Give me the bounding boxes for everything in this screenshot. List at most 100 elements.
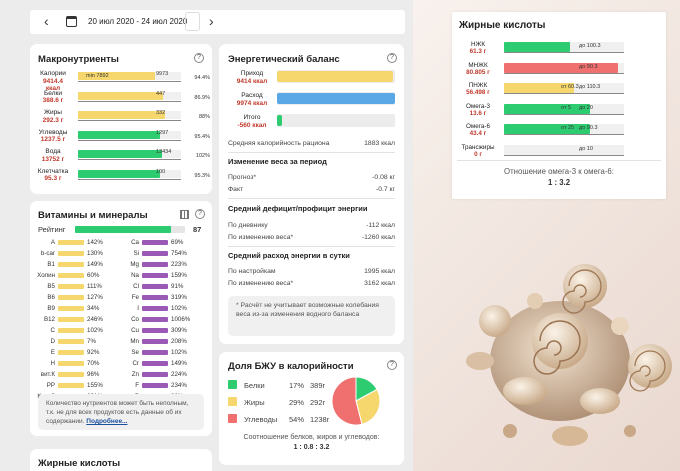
fatty-name: ПНЖК [468,82,488,89]
avg-value: 1883 ккал [364,140,395,147]
vitamins-note-link[interactable]: Подробнее... [86,418,128,425]
energy-bar [277,115,282,126]
bju-help-icon[interactable]: ? [387,360,397,370]
vitamin-item: H 70% [51,360,100,368]
bju-legend-swatch [228,414,237,423]
vitamin-name: Холин [37,272,55,279]
macro-percent: 94.4% [194,75,210,81]
energy-label: Приход 9414 ккал [227,70,277,85]
vitamin-name: F [135,382,139,389]
macro-bar [78,130,161,139]
fatty-name: Омега-6 [466,123,490,130]
vitamin-item: PP 155% [47,382,103,390]
vitamin-item: Zn 224% [132,371,187,379]
fatty-target: до 110.3 [579,84,601,90]
omega-ratio-value: 1 : 3.2 [547,178,571,187]
fatty-label: МНЖК 80.805 г [454,62,502,76]
vitamin-bar [142,294,168,300]
vitamin-bar [142,239,168,245]
fatty-bar [504,83,574,93]
fatty-baseline [504,72,624,74]
macro-card: Макронутриенты ? Калории 9414.4 ккал min 78… [30,44,212,194]
vitamin-name: Zn [131,371,139,378]
vitamin-item: A 142% [51,239,103,247]
fatty-label: Омега-6 43.4 г [454,123,502,137]
macro-name: Углеводы [38,128,68,136]
vitamin-percent: 142% [87,239,103,246]
app-panel: ‹ 20 июл 2020 - 24 июл 2020 › Макронутри… [0,0,413,471]
energy-bar [277,71,393,82]
fatty-value: 43.4 г [469,130,487,137]
macro-baseline [78,159,181,160]
macro-label: Вода 13752 г [30,148,76,163]
macro-title: Макронутриенты [38,54,119,65]
vitamin-bar [58,305,84,311]
macro-value: 95.3 г [44,175,62,182]
vitamin-name: Mn [130,338,139,345]
vitamin-bar [142,382,168,388]
date-range-label[interactable]: 20 июл 2020 - 24 июл 2020 [88,17,188,26]
next-period-button[interactable]: › [209,13,214,29]
vitamin-percent: 111% [87,283,102,290]
bju-legend-name: Жиры [244,398,265,407]
energy-bar-name: Итого [243,114,261,121]
macro-label: Жиры 292.3 г [30,109,76,124]
vitamin-item: B5 111% [47,283,102,291]
bju-legend-percent: 29% [289,398,305,407]
energy-help-icon[interactable]: ? [387,53,397,63]
bju-legend-grams: 292г [310,398,326,407]
macro-target: 9973 [156,71,169,77]
macro-percent: 88% [198,114,210,120]
vitamin-item: Se 102% [131,349,186,357]
vitamin-percent: 92% [87,349,100,356]
energy-bar-name: Расход [241,92,263,99]
macro-value: 292.3 г [42,116,64,124]
macro-help-icon[interactable]: ? [194,53,204,63]
macro-value: 9414.4 [43,77,63,85]
vitamin-percent: 102% [171,305,187,312]
fatty-card: Жирные кислоты НЖК 61.3 г до 100.3 МНЖК 80.8… [452,12,666,199]
energy-bar-value: 9974 ккал [236,99,268,107]
energy-footnote: * Расчёт не учитывает возможные колебани… [228,296,395,336]
macro-bar [78,111,165,119]
calendar-icon[interactable] [66,16,77,27]
macro-name: Вода [45,148,61,155]
vitamin-name: A [50,239,55,246]
vitamin-bar [58,338,84,344]
omega-ratio-text: Отношение омега-3 к омега-6: [504,167,614,176]
vitamin-bar [58,239,84,245]
vitamins-title: Витамины и минералы [38,210,148,221]
macro-label: Калории 9414.4 ккал [30,70,76,93]
fatty-target: до 20 [579,104,593,111]
vitamin-item: Si 754% [133,250,186,258]
vitamin-name: H [50,360,55,367]
vitamin-bar [142,283,168,289]
fatty-track [504,144,624,155]
vitamin-name: D [50,338,55,345]
fatty-target: до 100.3 [579,43,601,49]
settings-label: По настройкам [228,268,276,275]
bju-ratio-value: 1 : 0.8 : 3.2 [293,444,330,451]
energy-label: Итого -560 ккал [227,114,277,129]
vitamin-item: Cu 309% [131,327,187,335]
macro-value: 388.6 г [42,97,64,104]
fact-value: -0.7 кг [375,186,395,193]
table-view-icon[interactable] [180,210,189,219]
fatty-name: МНЖК [468,61,488,69]
macro-baseline [78,120,181,121]
vitamin-name: B9 [47,305,55,312]
vitamins-help-icon[interactable]: ? [195,209,205,219]
bju-legend-grams: 1238г [310,415,330,424]
vitamin-name: Ca [131,239,139,246]
bju-legend-swatch [228,397,237,406]
macro-baseline [78,139,181,141]
date-range-dropdown[interactable] [185,12,200,31]
vitamin-percent: 102% [87,327,103,334]
prev-period-button[interactable]: ‹ [44,13,49,29]
macro-name: Жиры [44,109,62,116]
vitamin-percent: 130% [87,250,103,257]
vitamin-item: F 234% [135,382,187,390]
wchg-value: -1260 ккал [361,234,395,241]
vitamin-bar [142,338,168,344]
vitamin-bar [58,327,84,333]
